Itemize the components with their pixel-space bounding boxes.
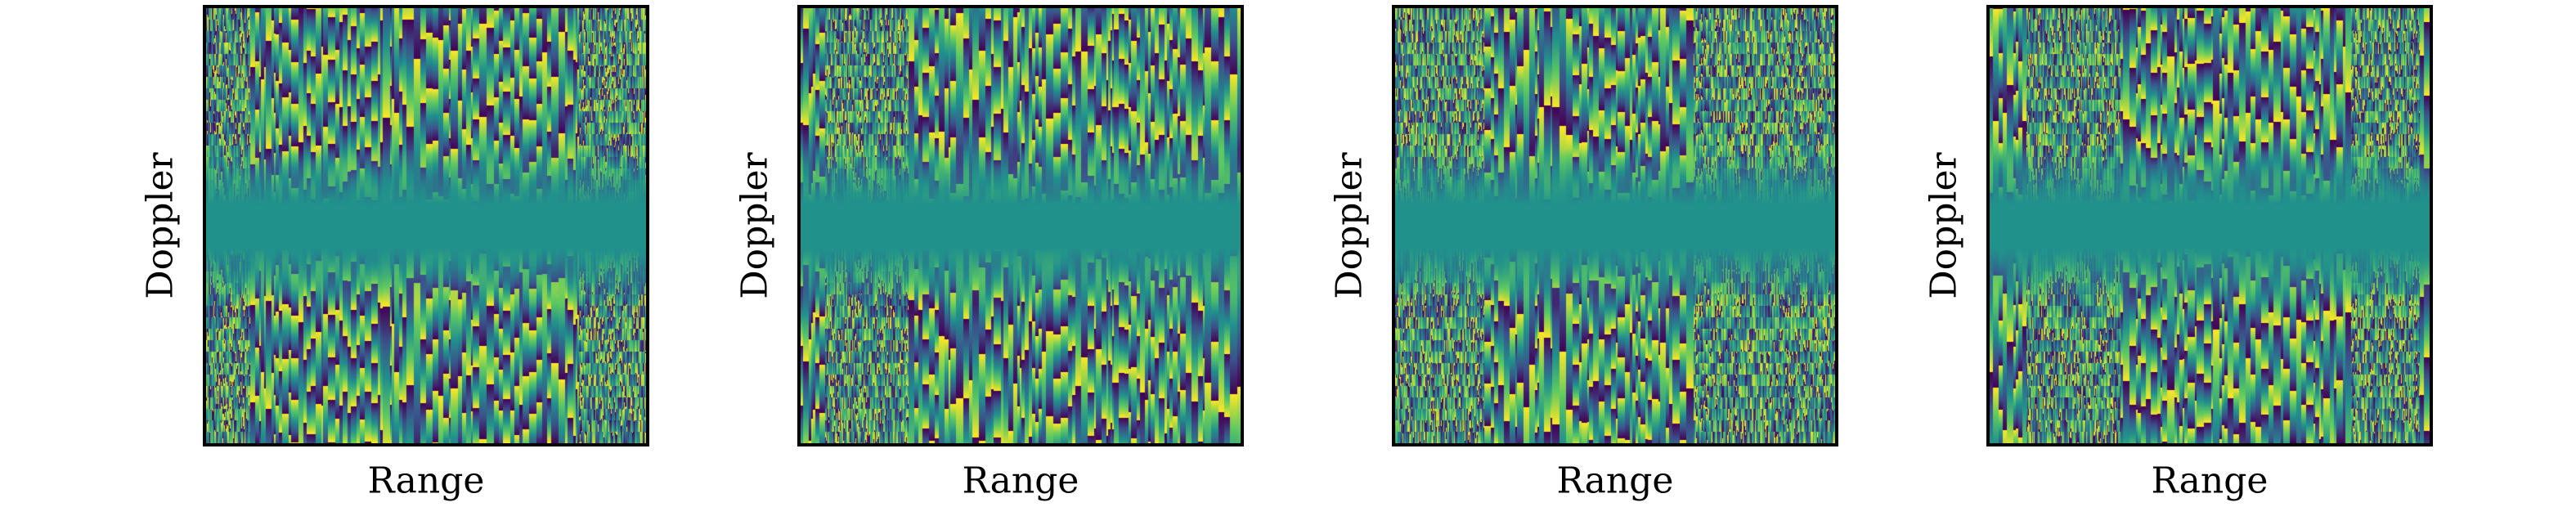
plot-area <box>203 5 649 446</box>
doppler-range-heatmap <box>206 8 646 443</box>
chart-panel-3: Doppler Range <box>1189 0 1838 507</box>
x-axis-label: Range <box>962 460 1079 502</box>
doppler-range-heatmap <box>1395 8 1835 443</box>
y-axis-label: Doppler <box>1328 152 1371 299</box>
doppler-range-heatmap <box>801 8 1241 443</box>
y-axis-label: Doppler <box>734 152 776 299</box>
plot-area <box>797 5 1244 446</box>
y-axis-label: Doppler <box>1923 152 1965 299</box>
chart-panel-4: Doppler Range <box>1784 0 2433 507</box>
plot-area <box>1392 5 1838 446</box>
plot-area <box>1986 5 2433 446</box>
x-axis-label: Range <box>2151 460 2269 502</box>
doppler-range-heatmap <box>1990 8 2430 443</box>
y-axis-label: Doppler <box>139 152 182 299</box>
chart-panel-1: Doppler Range <box>0 0 649 507</box>
x-axis-label: Range <box>1556 460 1674 502</box>
x-axis-label: Range <box>367 460 485 502</box>
chart-panel-2: Doppler Range <box>595 0 1244 507</box>
